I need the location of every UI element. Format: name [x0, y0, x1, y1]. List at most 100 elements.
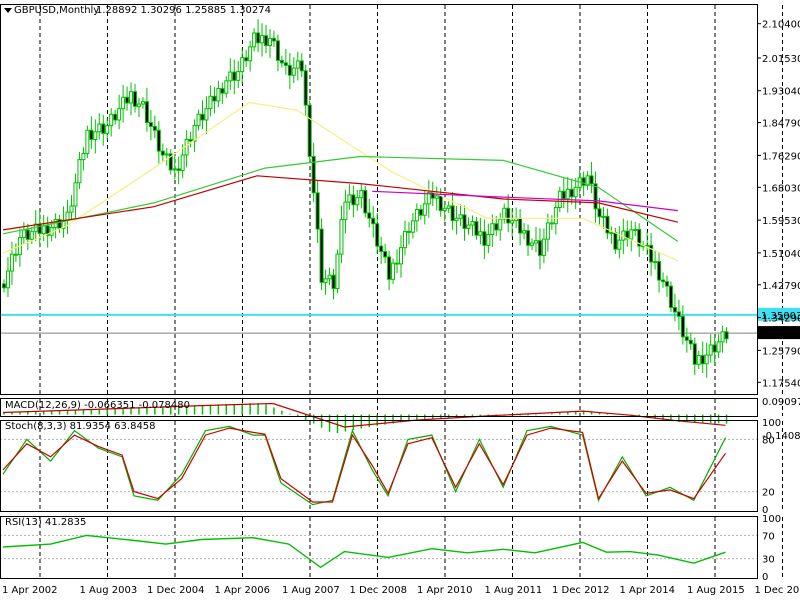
moving-average-magenta [372, 190, 678, 212]
candle-body [275, 40, 280, 61]
candle-body [450, 205, 455, 222]
candle-body [279, 59, 284, 64]
candle-body [168, 153, 173, 171]
x-tick-label: 1 Apr 2010 [417, 585, 472, 596]
price-tick-label: 1.51040 [762, 249, 800, 260]
candle-body [180, 154, 185, 171]
candle-body [339, 219, 344, 255]
candle-body [105, 125, 110, 134]
candle-body [144, 101, 149, 124]
price-tick-label: 1.34290 [762, 314, 800, 325]
candle-body [720, 331, 725, 343]
candle-body [252, 32, 257, 48]
candle-body [335, 253, 340, 290]
candle-body [81, 152, 86, 161]
candle-body [359, 190, 364, 199]
candle-body [117, 108, 122, 121]
candle-body [506, 207, 511, 224]
candle-body [367, 212, 372, 219]
rsi-line [2, 534, 726, 569]
candle-body [442, 207, 447, 212]
candle-body [657, 261, 662, 281]
ohlc-label: 1.28892 1.30296 1.25885 1.30274 [96, 5, 271, 16]
candle-body [267, 37, 272, 47]
support-price-label: 1.35003 [761, 311, 800, 322]
candle-body [343, 201, 348, 221]
candle-body [216, 88, 221, 102]
candle-body [680, 315, 685, 338]
candle-body [383, 251, 388, 258]
candle-body [319, 228, 324, 283]
candle-body [589, 175, 594, 185]
candle-body [466, 224, 471, 229]
candle-body [291, 67, 296, 76]
price-tick-label: 1.68030 [762, 183, 800, 194]
x-tick-label: 1 Aug 2007 [282, 585, 340, 596]
candle-body [208, 95, 213, 110]
x-tick-label: 1 Dec 2012 [552, 585, 610, 596]
candle-body [129, 91, 134, 104]
candle-body [375, 223, 380, 247]
stochastic-pane[interactable] [0, 425, 757, 506]
macd-frame [0, 398, 758, 417]
price-pane[interactable]: 1.35003 1.30274 [0, 19, 800, 378]
candle-body [708, 344, 713, 356]
candle-body [232, 71, 237, 81]
candle-body [494, 223, 499, 231]
candle-body [553, 206, 558, 225]
candle-body [609, 232, 614, 235]
price-tick-label: 1.42790 [762, 281, 800, 292]
candle-body [347, 194, 352, 203]
candle-body [140, 101, 145, 105]
rsi-tick-label: 0 [762, 572, 768, 583]
candle-body [395, 262, 400, 265]
x-tick-label: 1 Apr 2014 [620, 585, 675, 596]
candle-body [458, 214, 463, 219]
candle-body [5, 270, 10, 289]
candle-body [613, 232, 618, 250]
candle-body [13, 253, 18, 256]
candle-body [668, 285, 673, 309]
candle-body [299, 60, 304, 72]
price-frame [0, 4, 758, 395]
candle-body [541, 238, 546, 256]
candle-body [331, 274, 336, 290]
moving-average-red [2, 175, 679, 231]
candle-body [561, 190, 566, 200]
candle-body [148, 122, 153, 127]
moving-average-green [2, 155, 679, 242]
candle-body [470, 221, 475, 226]
candle-body [522, 230, 527, 234]
rsi-pane[interactable] [0, 534, 757, 569]
candle-body [498, 218, 503, 231]
rsi-tick-label: 30 [762, 555, 775, 566]
candle-body [672, 307, 677, 313]
candle-body [518, 217, 523, 234]
candle-body [355, 197, 360, 206]
x-tick-label: 1 Aug 2015 [687, 585, 745, 596]
candle-body [136, 103, 141, 107]
candle-body [303, 70, 308, 106]
axes: 1 Apr 2002 1 Aug 2003 1 Dec 2004 1 Apr 2006… [0, 4, 800, 596]
candle-body [605, 215, 610, 234]
candle-body [224, 80, 229, 94]
x-tick-label: 1 Aug 2011 [485, 585, 543, 596]
candle-body [490, 223, 495, 236]
candle-body [526, 230, 531, 246]
candle-body [176, 168, 181, 171]
candle-body [422, 203, 427, 216]
rsi-frame [0, 516, 758, 579]
candle-body [244, 57, 249, 62]
candle-body [97, 123, 102, 133]
candle-body [89, 129, 94, 141]
candle-body [77, 159, 82, 184]
price-tick-label: 2.10400 [762, 20, 800, 31]
candle-body [283, 62, 288, 66]
x-tick-label: 1 Apr 2006 [215, 585, 270, 596]
candle-body [537, 240, 542, 256]
candle-body [25, 229, 30, 240]
candle-body [188, 139, 193, 142]
candle-body [41, 225, 46, 234]
price-tick-label: 1.84790 [762, 119, 800, 130]
